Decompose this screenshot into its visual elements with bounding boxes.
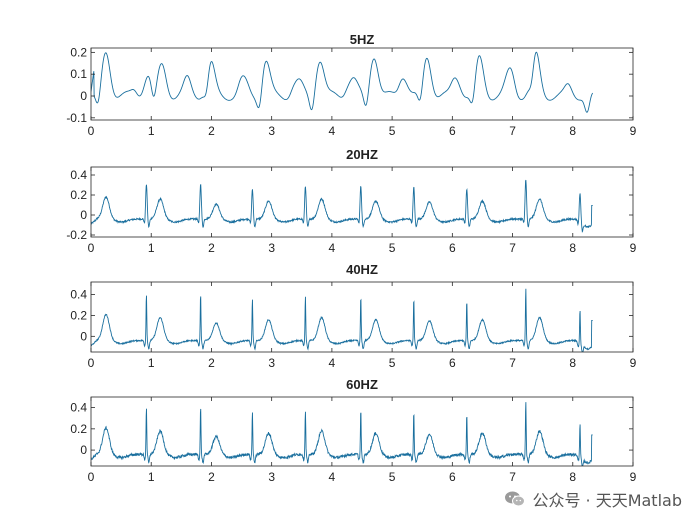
x-tick-label: 1 (148, 470, 155, 484)
x-tick-label: 1 (148, 124, 155, 138)
x-tick-label: 4 (329, 124, 336, 138)
x-tick-label: 0 (88, 356, 95, 370)
y-tick-label: 0.1 (70, 67, 87, 81)
subplot-60hz: 60HZ 0 1 2 3 4 5 6 7 8 9 0 0.2 0.4 (70, 377, 636, 484)
subplot-title: 5HZ (350, 32, 375, 47)
x-tick-label: 5 (389, 470, 396, 484)
x-tick-label: 6 (449, 124, 456, 138)
ecg-trace-line (91, 402, 593, 466)
subplot-40hz: 40HZ 0 1 2 3 4 5 6 7 8 9 0 0.2 0.4 (70, 262, 636, 370)
x-tick-label: 8 (569, 124, 576, 138)
y-tick-label: 0 (80, 329, 87, 343)
axes-box (90, 281, 634, 353)
x-tick-label: 6 (449, 470, 456, 484)
x-tick-label: 5 (389, 356, 396, 370)
x-tick-label: 9 (630, 470, 637, 484)
x-tick-label: 5 (389, 124, 396, 138)
subplot-title: 40HZ (346, 262, 378, 277)
axes-box (90, 396, 634, 467)
y-tick-label: -0.1 (66, 111, 87, 125)
x-tick-label: 3 (268, 124, 275, 138)
watermark-text: 公众号 · 天天Matlab (532, 491, 682, 510)
x-tick-label: 4 (329, 470, 336, 484)
x-tick-label: 1 (148, 241, 155, 255)
x-tick-label: 2 (208, 470, 215, 484)
axes-box (90, 47, 634, 121)
x-tick-label: 4 (329, 356, 336, 370)
ecg-trace-line (91, 179, 593, 233)
x-tick-label: 4 (329, 241, 336, 255)
x-tick-label: 7 (509, 241, 516, 255)
x-tick-label: 0 (88, 241, 95, 255)
x-tick-label: 7 (509, 470, 516, 484)
x-tick-label: 2 (208, 124, 215, 138)
watermark: 公众号 · 天天Matlab (504, 487, 682, 511)
x-tick-label: 7 (509, 124, 516, 138)
x-tick-label: 9 (630, 356, 637, 370)
x-tick-label: 2 (208, 241, 215, 255)
x-tick-label: 1 (148, 356, 155, 370)
x-tick-label: 0 (88, 470, 95, 484)
x-tick-label: 8 (569, 470, 576, 484)
y-tick-label: 0.2 (70, 308, 87, 322)
y-tick-label: -0.2 (66, 228, 87, 242)
y-tick-label: 0.4 (70, 401, 87, 415)
x-tick-label: 3 (268, 356, 275, 370)
x-tick-label: 9 (630, 124, 637, 138)
x-tick-label: 5 (389, 241, 396, 255)
y-tick-label: 0.4 (70, 288, 87, 302)
y-tick-label: 0 (80, 208, 87, 222)
x-tick-label: 3 (268, 470, 275, 484)
y-tick-label: 0.4 (70, 168, 87, 182)
x-tick-label: 6 (449, 241, 456, 255)
ecg-trace-line (91, 51, 594, 113)
wechat-icon (505, 491, 526, 507)
ecg-trace-line (91, 288, 593, 352)
subplot-title: 60HZ (346, 377, 378, 392)
x-tick-label: 2 (208, 356, 215, 370)
x-tick-label: 3 (268, 241, 275, 255)
subplot-title: 20HZ (346, 147, 378, 162)
x-tick-label: 6 (449, 356, 456, 370)
axes-box (90, 166, 634, 238)
x-tick-label: 8 (569, 356, 576, 370)
x-tick-label: 8 (569, 241, 576, 255)
y-tick-label: 0.2 (70, 422, 87, 436)
x-tick-label: 7 (509, 356, 516, 370)
y-tick-label: 0 (80, 89, 87, 103)
x-tick-label: 0 (88, 124, 95, 138)
x-tick-label: 9 (630, 241, 637, 255)
y-tick-label: 0.2 (70, 188, 87, 202)
y-tick-label: 0 (80, 443, 87, 457)
y-tick-label: 0.2 (70, 45, 87, 59)
